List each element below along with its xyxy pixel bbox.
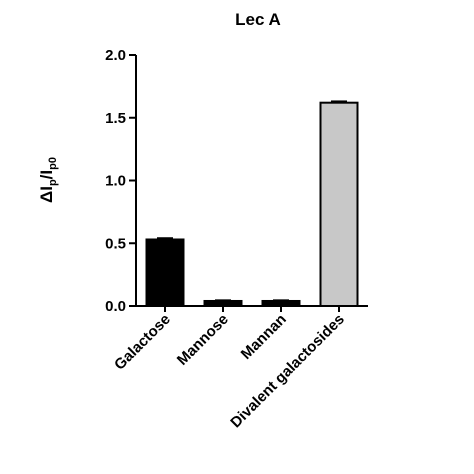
bar [261, 299, 301, 308]
category-label: Mannan [238, 311, 290, 363]
y-tick-label: 2.0 [105, 47, 126, 64]
y-axis: 0.0 0.5 1.0 1.5 2.0 [105, 47, 137, 315]
category-label: Mannose [174, 311, 232, 369]
category-label: Divalent galactosides [227, 311, 347, 431]
bar [319, 101, 359, 307]
bar [145, 238, 185, 307]
y-label-sub1: p [47, 179, 59, 186]
chart-title: Lec A [235, 10, 281, 29]
bar [203, 299, 243, 308]
category-label: Galactose [111, 311, 174, 374]
y-axis-label: ΔIp/Ip0 [37, 157, 59, 203]
y-tick-label: 1.5 [105, 110, 126, 127]
y-label-sep: /I [37, 170, 56, 179]
y-tick-label: 1.0 [105, 173, 126, 190]
bars [145, 100, 359, 308]
y-tick-label: 0.0 [105, 298, 126, 315]
y-label-main: ΔI [37, 186, 56, 203]
y-tick-label: 0.5 [105, 235, 126, 252]
y-label-sub2: p0 [47, 157, 59, 170]
